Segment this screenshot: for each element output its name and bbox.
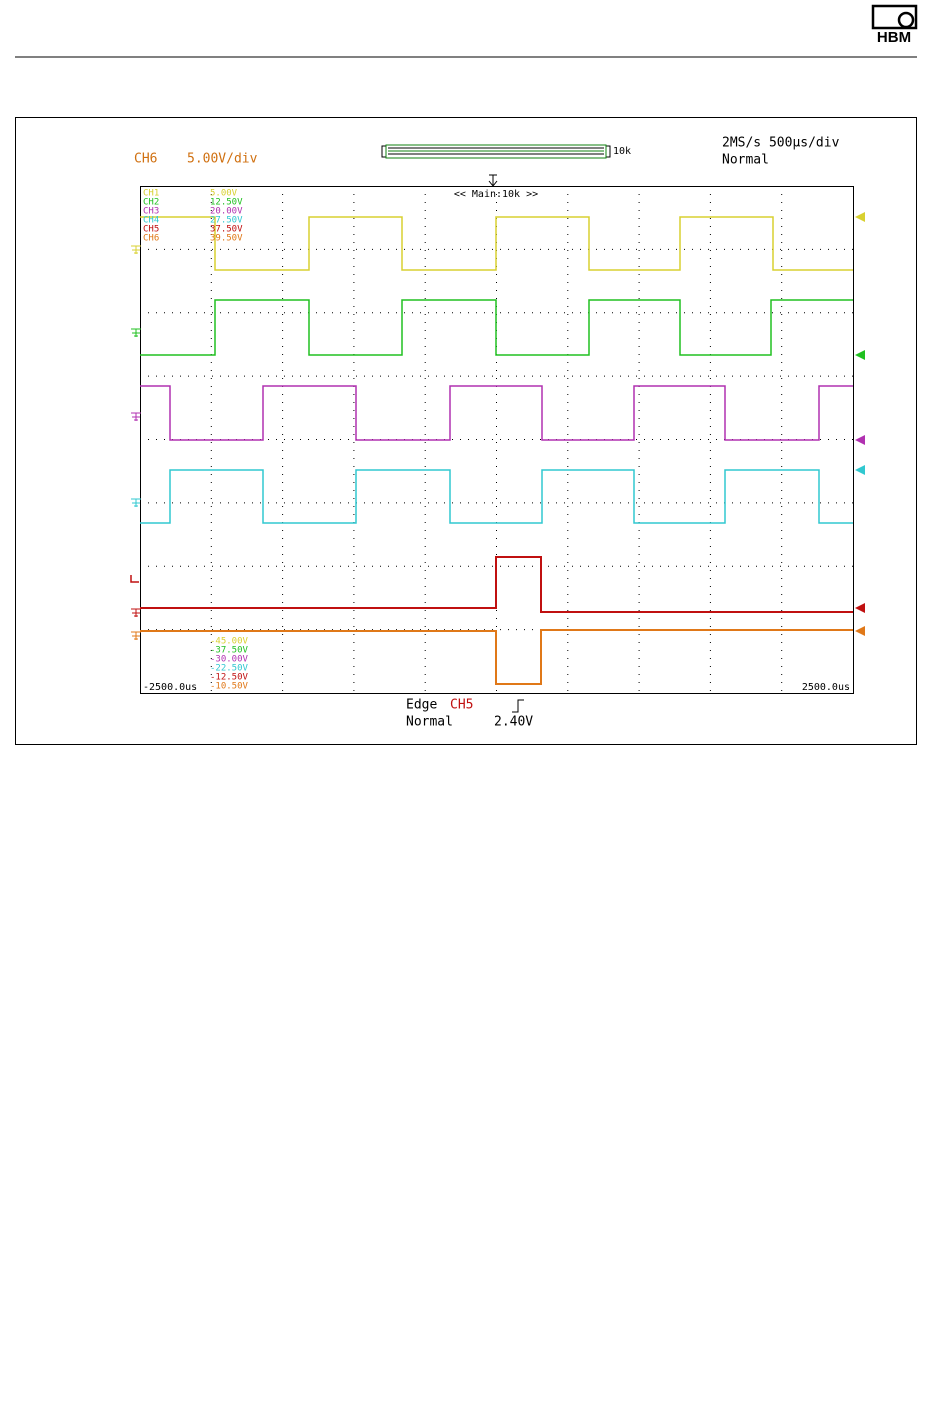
sample-rate: 2MS/s 500µs/div bbox=[722, 136, 840, 151]
channel-lower: -22.50V bbox=[210, 664, 249, 674]
ground-marker bbox=[131, 412, 141, 421]
trigger-mode: Normal bbox=[406, 715, 453, 730]
channel-name: CH6 bbox=[143, 234, 159, 244]
logo-circle bbox=[897, 11, 915, 29]
zoom-label: << Main:10k >> bbox=[454, 189, 538, 200]
ground-marker bbox=[131, 631, 141, 640]
level-marker bbox=[855, 465, 865, 475]
channel-upper: 12.50V bbox=[210, 198, 243, 208]
channel-name: CH4 bbox=[143, 216, 159, 226]
waveform bbox=[140, 299, 853, 356]
channel-upper: 5.00V bbox=[210, 189, 238, 199]
trigger-source: CH5 bbox=[450, 698, 473, 713]
channel-upper: 37.50V bbox=[210, 225, 243, 235]
channel-lower: -30.00V bbox=[210, 655, 249, 665]
channel-name: CH1 bbox=[143, 189, 159, 199]
channel-upper: 20.00V bbox=[210, 207, 243, 217]
record-bar bbox=[381, 144, 611, 159]
level-marker bbox=[855, 603, 865, 613]
ground-marker bbox=[131, 608, 141, 617]
waveform bbox=[140, 469, 853, 524]
logo-text: HBM bbox=[877, 29, 911, 46]
level-marker bbox=[855, 212, 865, 222]
channel-lower: -12.50V bbox=[210, 673, 249, 683]
trigger-type: Edge bbox=[406, 698, 437, 713]
record-length: 10k bbox=[613, 146, 631, 157]
trigger-level: 2.40V bbox=[494, 715, 533, 730]
level-marker bbox=[855, 350, 865, 360]
channel-lower: -10.50V bbox=[210, 682, 249, 692]
channel-upper: 27.50V bbox=[210, 216, 243, 226]
channel-name: CH3 bbox=[143, 207, 159, 217]
channel-lower: -45.00V bbox=[210, 637, 249, 647]
level-marker bbox=[855, 435, 865, 445]
time-right: 2500.0us bbox=[802, 682, 850, 693]
trigger-level-marker bbox=[130, 575, 139, 583]
logo-box bbox=[871, 4, 918, 30]
waveforms bbox=[130, 212, 865, 685]
channel-upper: 39.50V bbox=[210, 234, 243, 244]
waveform bbox=[140, 629, 853, 685]
waveform bbox=[140, 385, 853, 441]
channel-scale: 5.00V/div bbox=[187, 152, 258, 167]
figure-frame bbox=[15, 117, 917, 745]
level-marker bbox=[855, 626, 865, 636]
ground-marker bbox=[131, 245, 141, 254]
channel-name: CH2 bbox=[143, 198, 159, 208]
edge-icon bbox=[512, 699, 524, 713]
waveform bbox=[140, 216, 853, 271]
time-left: -2500.0us bbox=[143, 682, 197, 693]
trigger-pos-marker bbox=[488, 174, 498, 187]
channel-label: CH6 bbox=[134, 152, 157, 167]
channel-lower: -37.50V bbox=[210, 646, 249, 656]
ground-marker bbox=[131, 328, 141, 337]
waveform bbox=[140, 556, 853, 613]
channel-name: CH5 bbox=[143, 225, 159, 235]
acq-mode: Normal bbox=[722, 153, 769, 168]
ground-marker bbox=[131, 498, 141, 507]
